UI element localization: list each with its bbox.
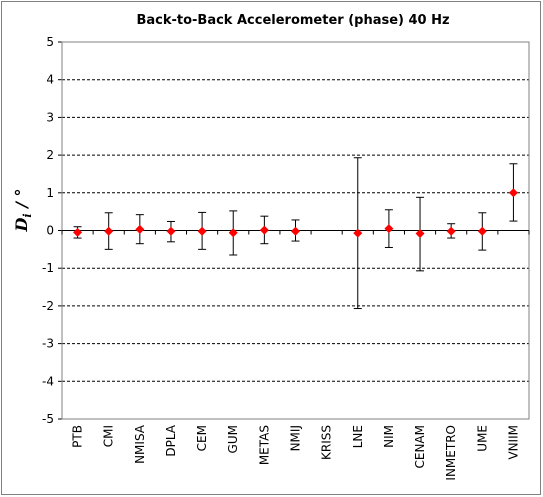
y-tick-label: 4 (46, 73, 54, 87)
chart-title: Back-to-Back Accelerometer (phase) 40 Hz (136, 13, 449, 28)
category-label-ume: UME (475, 425, 489, 452)
category-label-nmisa: NMISA (133, 424, 147, 464)
data-point-cenam (415, 229, 425, 239)
y-tick-label: 5 (46, 35, 54, 49)
category-label-ptb: PTB (71, 425, 85, 448)
y-tick-label: 2 (46, 148, 54, 162)
y-tick-label: -4 (42, 374, 54, 388)
plot-area: 5 4 3 2 1 0 -1 -2 -3 -4 -5 PTB CMI NMISA DPLA CEM GUM MET… (42, 35, 530, 481)
y-tick-label: 3 (46, 110, 54, 124)
y-tick-label: -5 (42, 412, 54, 426)
data-point-nmisa (135, 224, 145, 234)
data-point-ptb (73, 227, 83, 237)
category-label-nmij: NMIJ (289, 425, 303, 451)
category-label-inmetro: INMETRO (444, 425, 458, 481)
y-axis-label-sub: i (21, 213, 34, 217)
data-point-dpla (166, 226, 176, 236)
data-point-cem (197, 226, 207, 236)
category-label-kriss: KRISS (320, 425, 334, 460)
data-point-nmij (291, 226, 300, 236)
category-label-cmi: CMI (102, 425, 116, 447)
data-point-lne (353, 228, 363, 238)
data-point-metas (259, 225, 269, 235)
category-label-nim: NIM (382, 425, 396, 448)
category-label-vniim: VNIIM (506, 425, 520, 460)
data-point-gum (228, 228, 238, 238)
category-label-cenam: CENAM (413, 425, 427, 469)
data-point-cmi (104, 226, 114, 236)
category-label-metas: METAS (257, 425, 271, 465)
y-tick-label: 0 (46, 224, 54, 238)
y-tick-label: 1 (46, 186, 54, 200)
y-tick-label: -1 (42, 261, 54, 275)
category-label-gum: GUM (226, 425, 240, 453)
data-point-vniim (508, 188, 518, 198)
category-label-dpla: DPLA (164, 424, 178, 456)
data-point-inmetro (446, 226, 456, 236)
y-tick-label: -3 (42, 337, 54, 351)
data-point-ume (477, 226, 487, 236)
category-label-cem: CEM (195, 425, 209, 451)
data-point-nim (384, 224, 394, 234)
category-label-lne: LNE (351, 425, 365, 448)
y-tick-label: -2 (42, 299, 54, 313)
y-axis-label: Di / ° (12, 188, 34, 232)
y-axis-label-main: D (12, 218, 31, 233)
y-axis-label-rest: / ° (12, 188, 31, 213)
